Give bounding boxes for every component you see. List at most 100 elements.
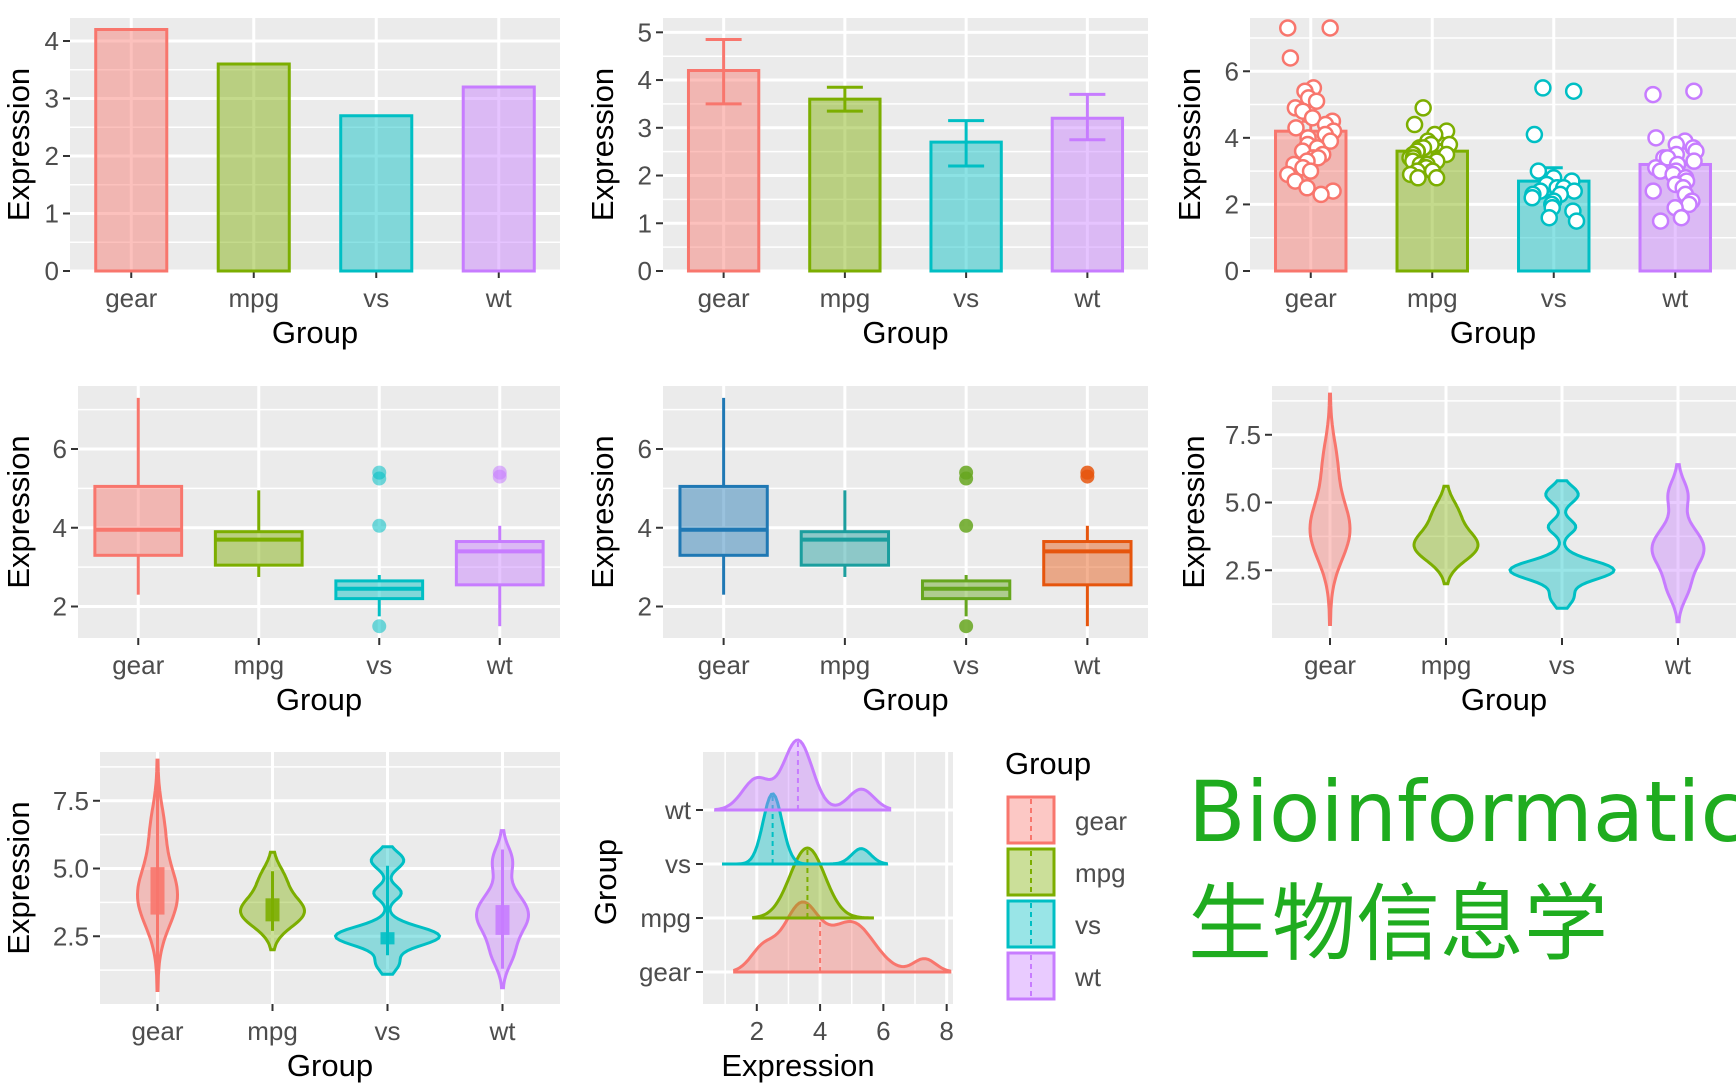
point-gear <box>1281 49 1300 67</box>
x-axis-title: Group <box>862 315 948 350</box>
y-tick-label: 0 <box>1225 256 1239 286</box>
point-wt <box>1685 152 1703 170</box>
x-tick-label: mpg <box>1407 283 1458 313</box>
x-tick-label: 2 <box>750 1016 764 1046</box>
point-vs <box>1529 162 1548 180</box>
x-tick-label: mpg <box>247 1016 298 1046</box>
x-axis-title: Group <box>1461 682 1547 717</box>
y-tick-label: vs <box>665 849 691 879</box>
point-vs <box>1523 189 1541 207</box>
point-gear <box>1279 19 1297 37</box>
x-tick-label: 6 <box>876 1016 890 1046</box>
y-tick-label: 1 <box>638 208 652 238</box>
bar-mpg <box>216 62 291 273</box>
y-tick-label: 5 <box>638 17 652 47</box>
y-axis-title: Expression <box>1 435 36 588</box>
box-mpg <box>213 530 304 567</box>
x-tick-label: mpg <box>228 283 279 313</box>
panel-2: 0 1 2 3 4 5 gear mpg vs wt Group Expression <box>585 17 1148 350</box>
x-tick-label: vs <box>1549 650 1575 680</box>
x-tick-label: gear <box>1304 650 1356 680</box>
outlier-vs <box>372 518 387 533</box>
panel-6: 2.5 5.0 7.5 gear mpg vs wt Group Expression <box>1176 386 1736 717</box>
point-gear <box>1321 19 1339 37</box>
panel-background <box>663 18 1148 271</box>
x-tick-label: mpg <box>820 650 871 680</box>
ridge-mpg <box>752 846 874 920</box>
panel-background <box>100 752 560 1004</box>
panel-8: gear mpg vs wt 2 4 6 8 Expression Group <box>588 738 954 1083</box>
outlier-vs <box>959 471 974 486</box>
point-gear <box>1301 162 1320 180</box>
watermark-chinese: 生物信息学 <box>1188 875 1609 973</box>
point-vs <box>1540 208 1558 227</box>
x-tick-label: gear <box>1285 283 1337 313</box>
outlier-wt <box>1080 469 1095 484</box>
point-mpg <box>1414 99 1432 117</box>
x-tick-label: vs <box>953 283 979 313</box>
y-tick-label: gear <box>639 957 691 987</box>
x-tick-label: vs <box>375 1016 401 1046</box>
y-tick-label: 3 <box>638 113 652 143</box>
x-tick-label: gear <box>105 283 157 313</box>
point-mpg <box>1409 169 1427 187</box>
y-axis-title: Expression <box>585 68 620 221</box>
box-gear <box>93 484 184 557</box>
outlier-wt <box>492 469 507 484</box>
point-gear <box>1287 119 1305 137</box>
box-mpg <box>799 530 891 567</box>
x-tick-label: wt <box>1661 283 1689 313</box>
y-tick-label: 2 <box>1225 189 1239 219</box>
y-tick-label: 2 <box>53 592 67 622</box>
watermark-latin: Bioinformatic <box>1188 763 1736 861</box>
point-vs <box>1534 79 1552 97</box>
x-tick-label: 4 <box>813 1016 827 1046</box>
outlier-vs <box>372 619 387 634</box>
x-axis-title: Group <box>862 682 948 717</box>
x-tick-label: wt <box>489 1016 517 1046</box>
panels-layer: 0 1 2 3 4 gear mpg vs wt Group Expression 0 1 2 3 4 5 gea… <box>1 17 1736 1083</box>
legend-title: Group <box>1005 746 1091 781</box>
point-wt <box>1644 182 1663 200</box>
outlier-vs <box>959 518 974 533</box>
y-tick-label: 1 <box>45 199 59 229</box>
panel-5: 2 4 6 gear mpg vs wt Group Expression <box>585 386 1148 717</box>
violin-wt <box>1650 463 1706 624</box>
panel-background <box>1272 386 1736 638</box>
x-axis-title: Group <box>272 315 358 350</box>
point-mpg <box>1427 169 1446 187</box>
y-tick-label: 4 <box>53 513 67 543</box>
y-tick-label: 6 <box>1225 56 1239 86</box>
y-axis-title: Expression <box>1176 435 1211 588</box>
point-wt <box>1685 82 1703 100</box>
x-axis-title: Group <box>287 1048 373 1083</box>
legend: Group gear mpg vs wt <box>1005 746 1127 1001</box>
point-vs <box>1564 82 1583 100</box>
x-tick-label: wt <box>1664 650 1692 680</box>
y-tick-label: 4 <box>45 26 59 56</box>
point-mpg <box>1405 115 1424 134</box>
y-tick-label: 0 <box>45 256 59 286</box>
x-tick-label: 8 <box>939 1016 953 1046</box>
point-vs <box>1567 212 1586 230</box>
y-tick-label: 5.0 <box>53 854 89 884</box>
y-axis-title: Expression <box>1172 68 1207 221</box>
x-tick-label: mpg <box>820 283 871 313</box>
x-tick-label: mpg <box>233 650 284 680</box>
violin-gear <box>1308 392 1352 626</box>
y-tick-label: 2.5 <box>1225 555 1261 585</box>
panel-7: 2.5 5.0 7.5 gear mpg vs wt Group Expression <box>1 752 560 1083</box>
panel-background <box>78 386 560 638</box>
box-gear <box>678 484 769 557</box>
box-wt <box>454 540 545 587</box>
legend-label-mpg: mpg <box>1075 858 1126 888</box>
x-tick-label: mpg <box>1421 650 1472 680</box>
y-tick-label: 2.5 <box>53 921 89 951</box>
violin-vs <box>1508 479 1616 610</box>
point-gear <box>1307 92 1326 110</box>
y-tick-label: 6 <box>638 434 652 464</box>
panel-background <box>70 18 560 271</box>
y-axis-title: Expression <box>1 68 36 221</box>
ridge-wt <box>714 738 892 812</box>
bar-wt <box>461 85 536 273</box>
